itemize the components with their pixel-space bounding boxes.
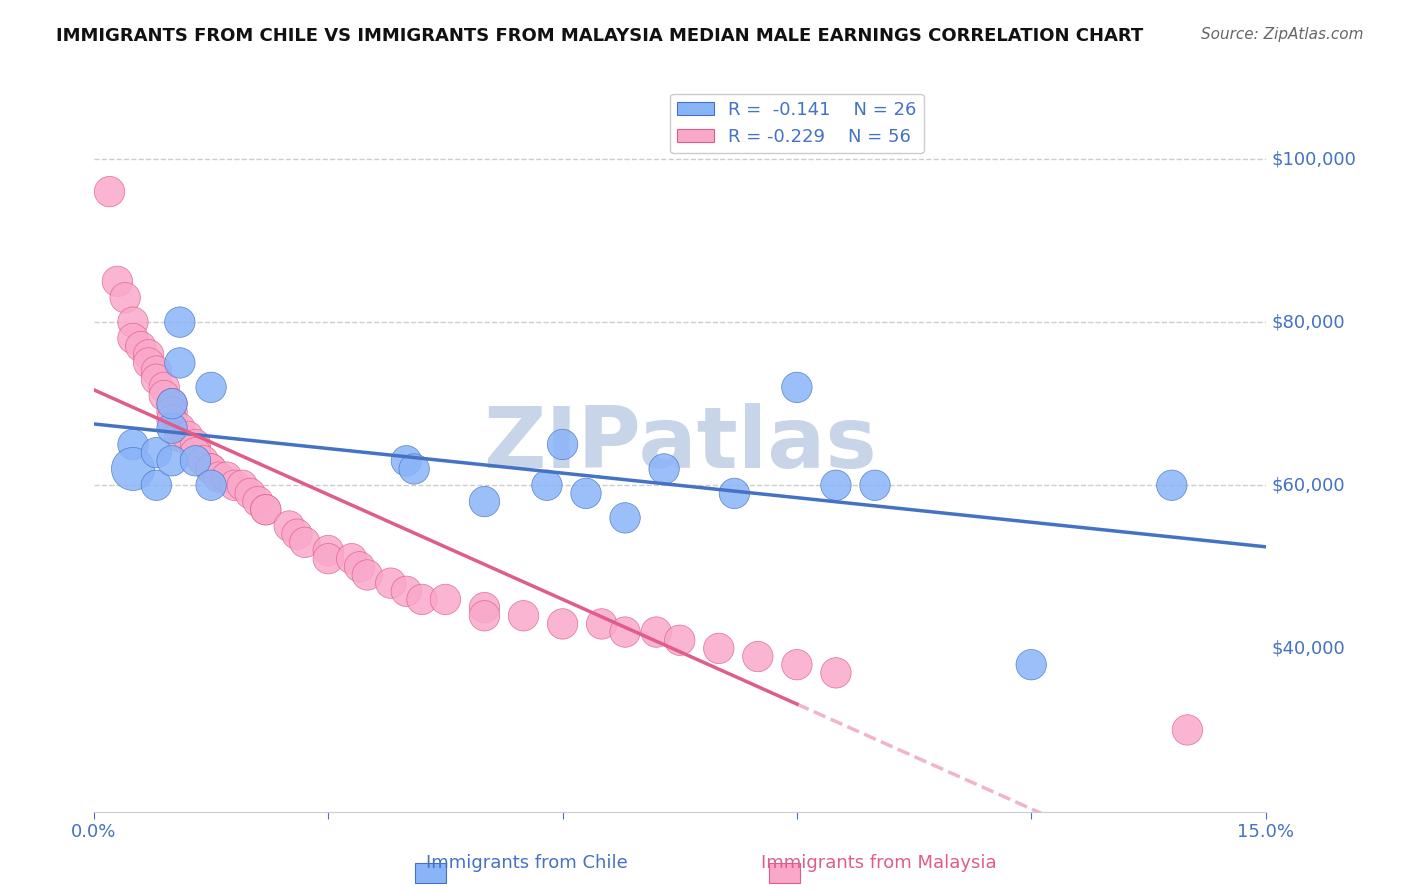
Point [122, 437, 145, 451]
Point [153, 380, 176, 394]
Point [434, 592, 457, 607]
Point [825, 478, 848, 492]
Point [200, 462, 222, 476]
Point [160, 454, 183, 468]
Point [200, 462, 222, 476]
Point [591, 616, 613, 631]
Point [122, 331, 145, 345]
Point [395, 454, 418, 468]
Point [411, 592, 433, 607]
Point [160, 405, 183, 419]
Text: Immigrants from Malaysia: Immigrants from Malaysia [761, 855, 997, 872]
Point [176, 429, 198, 443]
Point [239, 486, 262, 500]
Point [254, 502, 277, 516]
Point [474, 600, 496, 615]
Point [160, 397, 183, 411]
Point [278, 519, 301, 533]
Point [122, 315, 145, 329]
Point [169, 421, 191, 435]
Point [160, 421, 183, 435]
Point [208, 470, 231, 484]
Point [169, 356, 191, 370]
Point [536, 478, 558, 492]
Point [145, 372, 167, 386]
Text: $60,000: $60,000 [1271, 476, 1346, 494]
Point [668, 633, 690, 648]
Point [169, 315, 191, 329]
Point [153, 388, 176, 402]
Point [474, 494, 496, 508]
Text: Source: ZipAtlas.com: Source: ZipAtlas.com [1201, 27, 1364, 42]
Text: $80,000: $80,000 [1271, 313, 1346, 331]
Point [138, 356, 160, 370]
Text: Immigrants from Chile: Immigrants from Chile [426, 855, 628, 872]
Point [200, 380, 222, 394]
Point [184, 437, 207, 451]
Point [551, 437, 574, 451]
Point [786, 657, 808, 672]
Point [129, 340, 152, 354]
Point [747, 649, 769, 664]
Point [224, 478, 246, 492]
Point [512, 608, 534, 623]
Point [215, 470, 238, 484]
Point [1019, 657, 1042, 672]
Point [575, 486, 598, 500]
Point [380, 576, 402, 591]
Text: ZIPatlas: ZIPatlas [482, 403, 876, 486]
Point [138, 348, 160, 362]
Point [105, 274, 128, 288]
Point [356, 568, 378, 582]
Text: $100,000: $100,000 [1271, 150, 1357, 168]
Point [145, 478, 167, 492]
Text: $40,000: $40,000 [1271, 640, 1346, 657]
Point [474, 608, 496, 623]
Point [614, 625, 637, 640]
Point [614, 511, 637, 525]
Point [723, 486, 745, 500]
Point [160, 397, 183, 411]
Point [145, 445, 167, 459]
Point [645, 625, 668, 640]
Point [184, 454, 207, 468]
Point [349, 559, 371, 574]
Point [193, 454, 215, 468]
Point [184, 445, 207, 459]
Point [825, 665, 848, 680]
Point [395, 584, 418, 599]
Point [254, 502, 277, 516]
Point [114, 291, 136, 305]
Point [160, 413, 183, 427]
Point [863, 478, 886, 492]
Point [200, 478, 222, 492]
Point [145, 364, 167, 378]
Point [551, 616, 574, 631]
Point [122, 462, 145, 476]
Point [1160, 478, 1182, 492]
Point [404, 462, 426, 476]
Point [786, 380, 808, 394]
Point [316, 543, 339, 558]
Point [707, 641, 730, 656]
Point [169, 429, 191, 443]
Legend: R =  -0.141    N = 26, R = -0.229    N = 56: R = -0.141 N = 26, R = -0.229 N = 56 [671, 94, 924, 153]
Point [340, 551, 363, 566]
Text: IMMIGRANTS FROM CHILE VS IMMIGRANTS FROM MALAYSIA MEDIAN MALE EARNINGS CORRELATI: IMMIGRANTS FROM CHILE VS IMMIGRANTS FROM… [56, 27, 1143, 45]
Point [246, 494, 269, 508]
Point [294, 535, 316, 549]
Point [285, 527, 308, 541]
Point [1177, 723, 1199, 737]
Point [652, 462, 675, 476]
Point [98, 185, 121, 199]
Point [231, 478, 253, 492]
Point [316, 551, 339, 566]
